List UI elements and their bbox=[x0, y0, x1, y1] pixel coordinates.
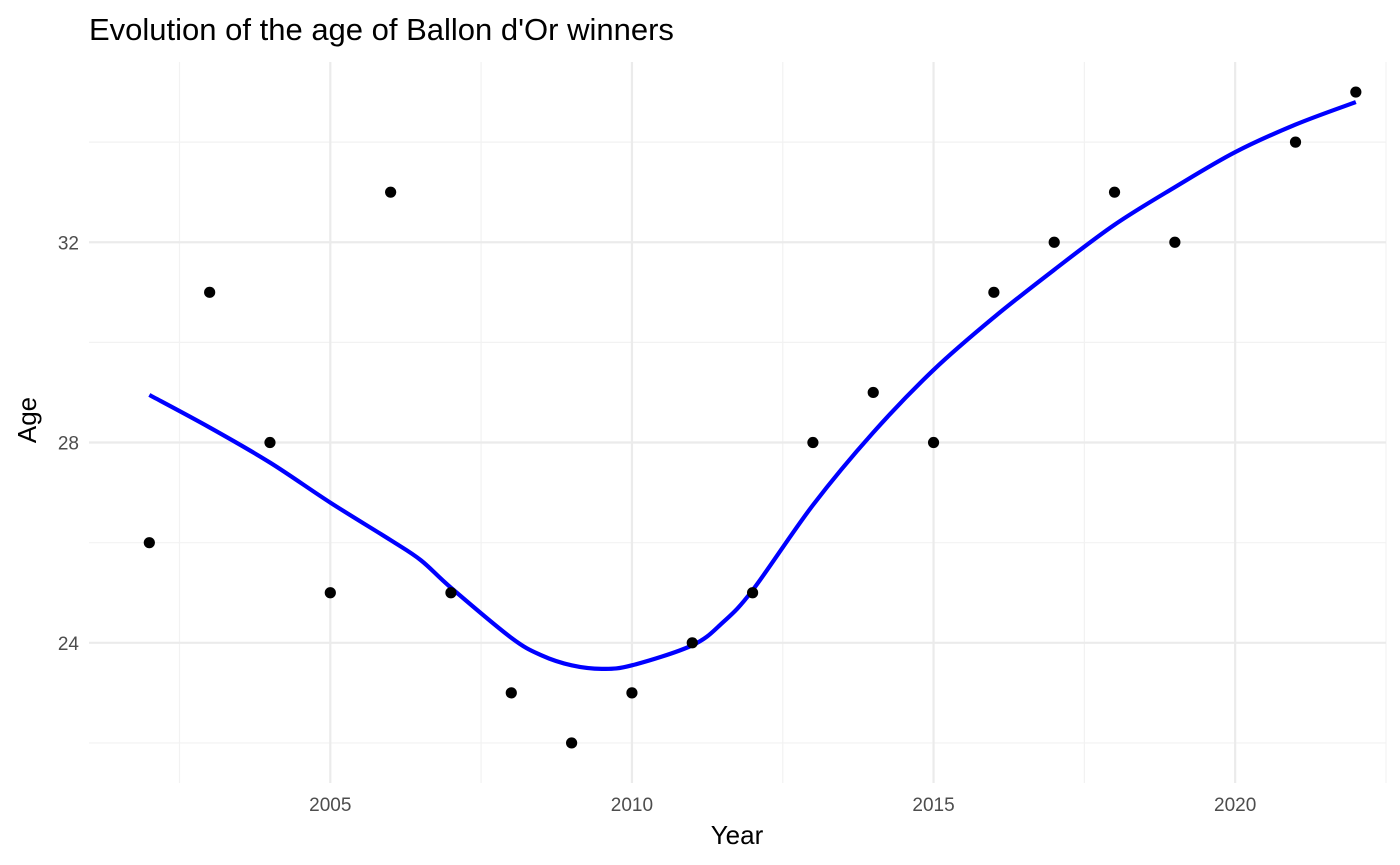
y-axis-tick-labels: 24 28 32 bbox=[58, 233, 80, 655]
data-point bbox=[385, 186, 397, 198]
data-point bbox=[1169, 236, 1181, 248]
data-point bbox=[143, 537, 155, 549]
data-point bbox=[505, 687, 517, 699]
x-axis-title: Year bbox=[711, 820, 764, 850]
data-point bbox=[746, 587, 759, 599]
major-gridlines bbox=[89, 62, 1386, 783]
data-point bbox=[867, 386, 879, 399]
data-point bbox=[626, 687, 638, 699]
x-tick-label: 2015 bbox=[912, 795, 954, 816]
data-point bbox=[1048, 236, 1060, 248]
x-tick-label: 2010 bbox=[611, 795, 653, 816]
data-point bbox=[566, 737, 578, 749]
data-point bbox=[204, 286, 216, 298]
y-tick-label: 28 bbox=[58, 434, 79, 455]
data-point bbox=[1289, 136, 1302, 148]
data-point bbox=[324, 587, 336, 599]
y-tick-label: 24 bbox=[58, 634, 80, 655]
smooth-trend-line bbox=[148, 100, 1357, 671]
x-tick-label: 2005 bbox=[309, 795, 351, 816]
x-tick-label: 2020 bbox=[1214, 795, 1256, 816]
data-point bbox=[445, 587, 457, 599]
data-point bbox=[927, 436, 940, 449]
data-point bbox=[1350, 86, 1362, 98]
minor-gridlines bbox=[89, 62, 1387, 783]
chart-title: Evolution of the age of Ballon d'Or winn… bbox=[89, 12, 674, 47]
data-point bbox=[807, 436, 819, 449]
y-axis-title: Age bbox=[12, 397, 42, 443]
data-point bbox=[1108, 186, 1121, 198]
y-tick-label: 32 bbox=[58, 233, 79, 254]
data-point bbox=[686, 637, 698, 649]
data-points bbox=[143, 86, 1362, 749]
smooth-trend-line-group bbox=[148, 100, 1357, 671]
x-axis-tick-labels: 2005 2010 2015 2020 bbox=[309, 795, 1256, 816]
data-point bbox=[988, 286, 1000, 298]
data-point bbox=[264, 436, 276, 449]
